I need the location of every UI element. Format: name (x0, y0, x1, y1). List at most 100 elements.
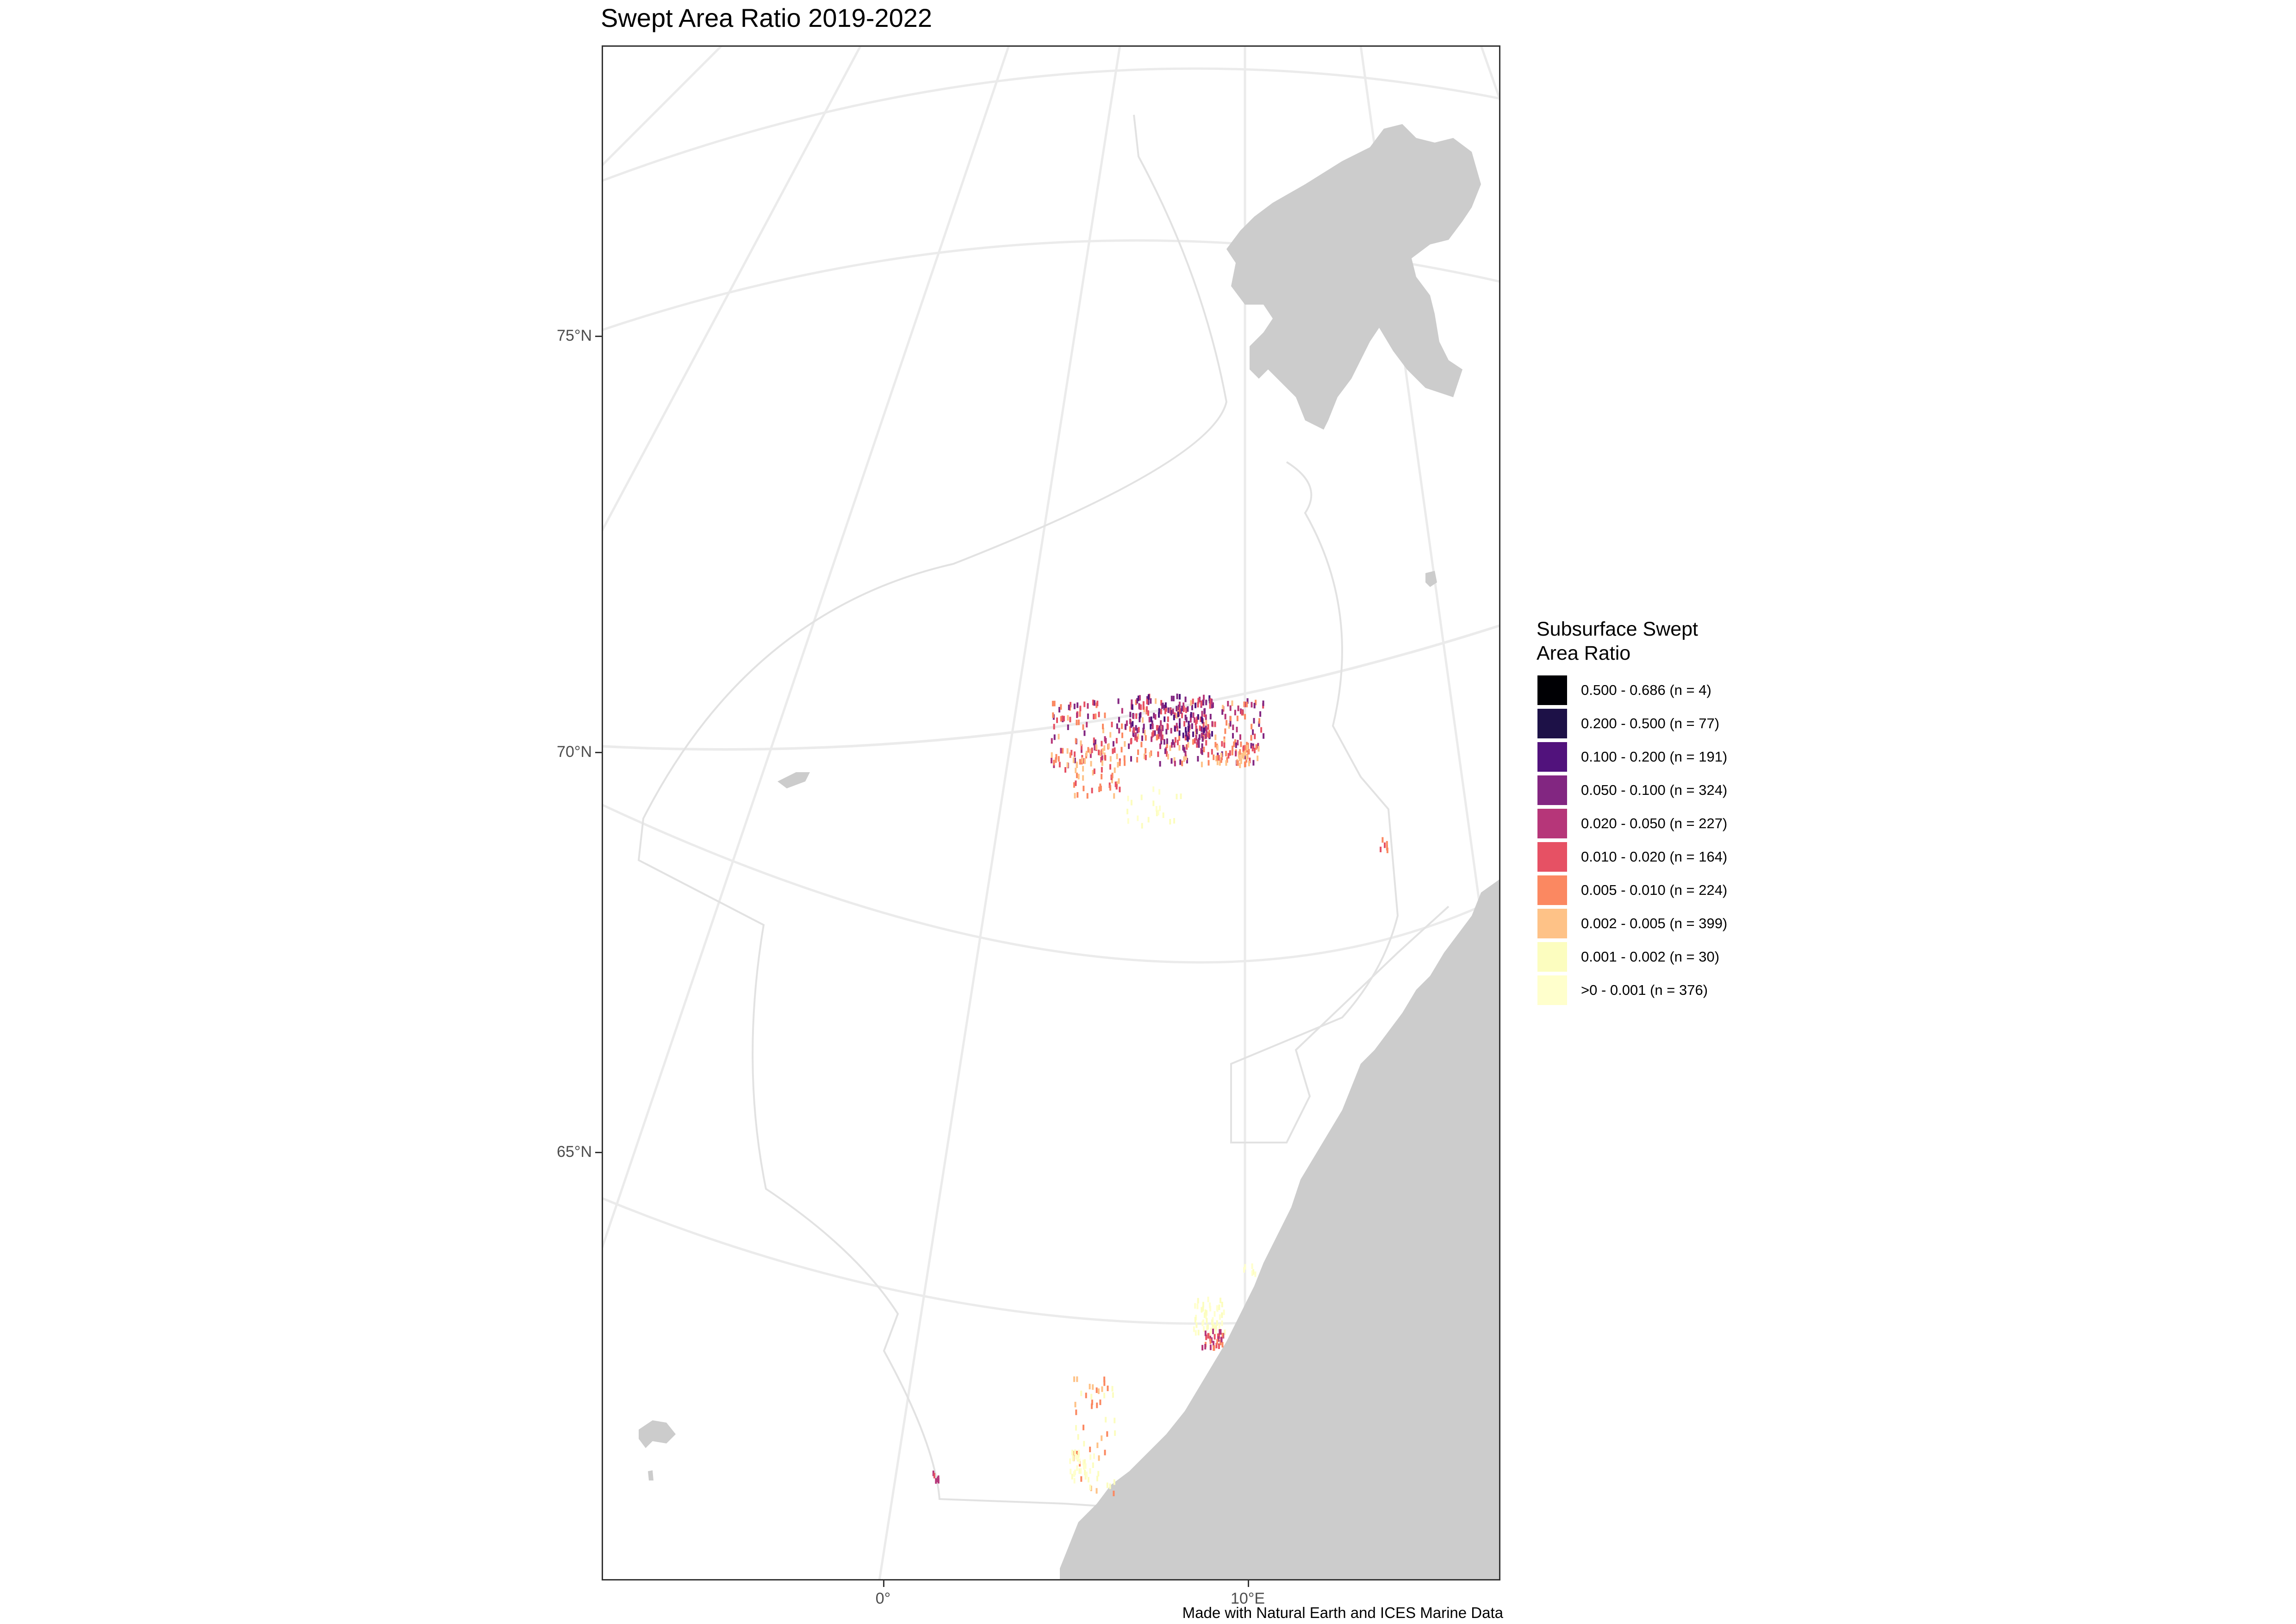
effort-cell (1246, 701, 1248, 707)
effort-cell (1142, 727, 1145, 733)
effort-cell (1085, 1393, 1087, 1399)
effort-cell (1074, 793, 1076, 799)
effort-cell (1063, 716, 1065, 722)
effort-cell (1113, 1479, 1115, 1485)
effort-cell (1095, 713, 1097, 719)
effort-cell (1221, 741, 1223, 747)
effort-cell (1170, 695, 1173, 701)
effort-cell (1052, 712, 1054, 718)
y-tick-65n (595, 1152, 602, 1153)
effort-cell (1111, 722, 1113, 727)
effort-cell (1137, 815, 1139, 821)
effort-cell (1255, 744, 1257, 750)
effort-cell (1056, 717, 1058, 723)
effort-cell (1093, 713, 1095, 719)
effort-cell (1209, 1344, 1212, 1350)
effort-cell (1101, 741, 1103, 747)
effort-cell (1194, 1303, 1196, 1309)
effort-cell (1138, 695, 1139, 701)
effort-cell (1386, 847, 1388, 853)
effort-cell (1254, 733, 1256, 739)
effort-cell (1102, 724, 1104, 730)
effort-cell (1150, 750, 1152, 756)
effort-cell (1201, 736, 1204, 742)
effort-cell (1124, 760, 1126, 766)
effort-cell (1127, 795, 1129, 801)
effort-cell (1254, 1271, 1257, 1277)
effort-cell (1201, 726, 1203, 732)
effort-cell (1196, 729, 1198, 735)
effort-cell (1182, 732, 1184, 738)
effort-cell (1207, 731, 1209, 737)
effort-cell (1062, 748, 1064, 754)
effort-cell (1190, 712, 1192, 718)
effort-cell (1235, 750, 1237, 756)
effort-cell (1258, 718, 1261, 724)
effort-cell (1098, 750, 1100, 756)
effort-cell (1209, 1302, 1211, 1308)
effort-cell (1216, 755, 1219, 761)
effort-cell (1206, 1318, 1208, 1324)
effort-cell (1211, 749, 1213, 755)
effort-cell (1218, 1343, 1220, 1349)
effort-cell (1194, 738, 1196, 744)
effort-cell (1179, 718, 1181, 724)
effort-cell (1074, 751, 1076, 757)
effort-cell (1127, 818, 1129, 824)
effort-cell (1073, 703, 1076, 709)
effort-cell (1077, 774, 1080, 780)
effort-cell (1096, 1475, 1098, 1481)
effort-cell (1176, 793, 1178, 800)
effort-cell (1098, 712, 1100, 718)
effort-cell (1102, 727, 1104, 733)
effort-cell (1073, 1376, 1075, 1382)
effort-cell (1197, 702, 1199, 708)
effort-cell (1145, 748, 1147, 754)
effort-cell (1105, 737, 1107, 743)
effort-cell (1260, 727, 1263, 733)
effort-cell (1251, 724, 1253, 730)
effort-cell (1201, 762, 1203, 768)
effort-cell (1246, 754, 1248, 760)
effort-cell (1149, 752, 1151, 758)
effort-cell (1244, 745, 1246, 751)
effort-cell (1058, 734, 1060, 740)
effort-cell (1087, 713, 1089, 719)
legend-items: 0.500 - 0.686 (n = 4) 0.200 - 0.500 (n =… (1537, 674, 1768, 1007)
effort-cell (1124, 724, 1126, 730)
effort-cell (1147, 699, 1150, 705)
effort-cell (1142, 701, 1145, 707)
effort-cell (1172, 695, 1175, 701)
effort-cell (937, 1478, 940, 1484)
effort-cell (1232, 725, 1234, 731)
effort-cell (1167, 724, 1169, 730)
effort-cell (1176, 725, 1178, 731)
effort-cell (1180, 793, 1182, 800)
effort-cell (1194, 1317, 1196, 1323)
effort-cell (1053, 724, 1055, 730)
effort-cell (1207, 1333, 1209, 1339)
effort-cell (1069, 1458, 1071, 1464)
effort-cell (1160, 735, 1162, 741)
effort-cell (1221, 1342, 1224, 1348)
effort-cell (1211, 703, 1213, 709)
legend-label: 0.010 - 0.020 (n = 164) (1581, 849, 1728, 865)
effort-cell (1229, 721, 1232, 727)
effort-cell (1089, 1446, 1091, 1452)
effort-cell (1244, 1264, 1246, 1270)
effort-cell (1235, 742, 1237, 748)
effort-cell (1194, 717, 1195, 723)
effort-cell (1203, 1326, 1205, 1332)
effort-cell (1159, 761, 1161, 767)
effort-cell (1053, 700, 1056, 706)
effort-cell (1173, 757, 1176, 763)
effort-cell (1139, 695, 1141, 701)
effort-cell (1246, 744, 1248, 750)
effort-cell (1111, 773, 1114, 779)
effort-cell (1118, 717, 1120, 723)
map-panel[interactable] (602, 45, 1500, 1580)
effort-cell (1101, 1435, 1103, 1441)
effort-cell (1170, 710, 1172, 716)
effort-cell (1084, 1463, 1087, 1469)
effort-cell (1104, 712, 1106, 718)
